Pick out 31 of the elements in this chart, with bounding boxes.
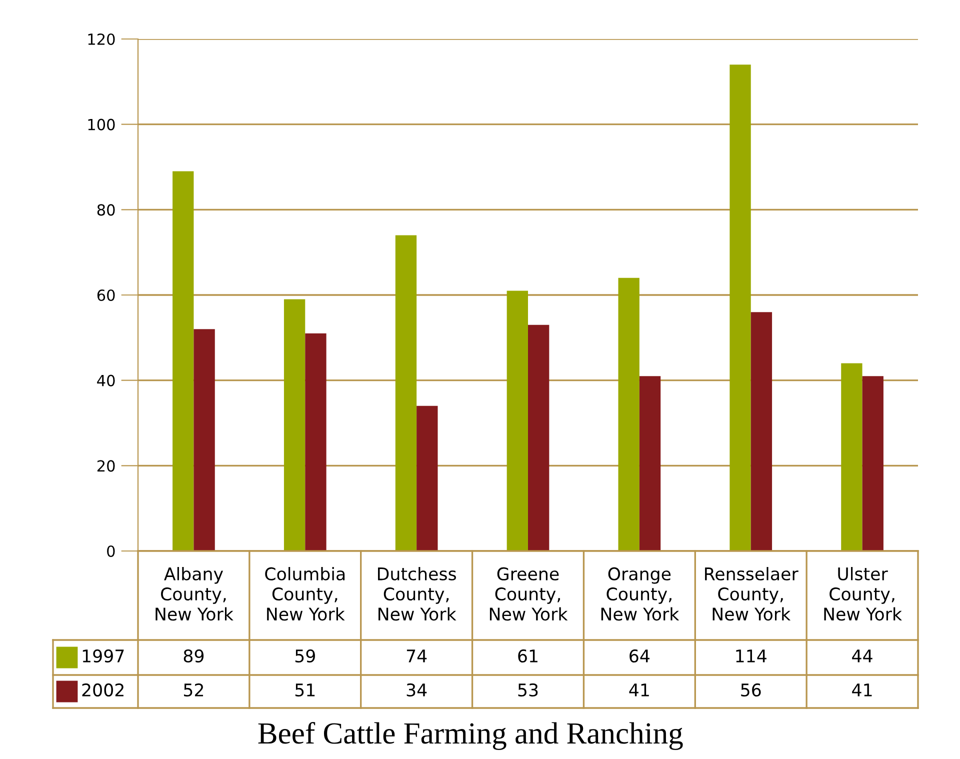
data-label: 61 bbox=[518, 649, 538, 663]
data-label: 52 bbox=[184, 683, 204, 697]
x-tick-label: Orange County, New York bbox=[601, 567, 680, 621]
y-tick-label: 100 bbox=[88, 118, 115, 130]
y-tick-label: 60 bbox=[97, 289, 115, 302]
y-tick-label: 40 bbox=[97, 374, 115, 386]
data-label: 41 bbox=[629, 684, 649, 696]
y-tick-label: 20 bbox=[97, 460, 115, 472]
data-label: 56 bbox=[741, 683, 761, 697]
text: Beef Cattle Farming and Ranching bbox=[258, 722, 683, 750]
x-tick-label: Greene County, New York bbox=[490, 567, 568, 621]
data-label: 89 bbox=[184, 649, 204, 663]
data-label: 74 bbox=[406, 650, 427, 662]
data-label: 44 bbox=[852, 650, 872, 662]
x-tick-label: Dutchess County, New York bbox=[378, 567, 456, 621]
data-label: 51 bbox=[295, 684, 315, 697]
x-tick-label: Ulster County, New York bbox=[824, 567, 902, 621]
legend-label: 1997 bbox=[82, 649, 124, 663]
x-tick-label: Columbia County, New York bbox=[265, 567, 345, 621]
x-tick-label: Rensselaer County, New York bbox=[705, 567, 798, 621]
x-tick-label: Albany County, New York bbox=[156, 567, 234, 621]
data-label: 53 bbox=[518, 683, 538, 697]
y-tick-label: 80 bbox=[97, 204, 115, 216]
data-label: 41 bbox=[852, 684, 872, 696]
y-tick-label: 120 bbox=[88, 33, 115, 46]
data-label: 34 bbox=[406, 683, 427, 697]
y-tick-label: 0 bbox=[107, 545, 115, 558]
data-label: 114 bbox=[736, 650, 766, 662]
legend-label: 2002 bbox=[82, 683, 124, 697]
data-label: 64 bbox=[630, 649, 650, 663]
data-label: 59 bbox=[295, 649, 315, 663]
